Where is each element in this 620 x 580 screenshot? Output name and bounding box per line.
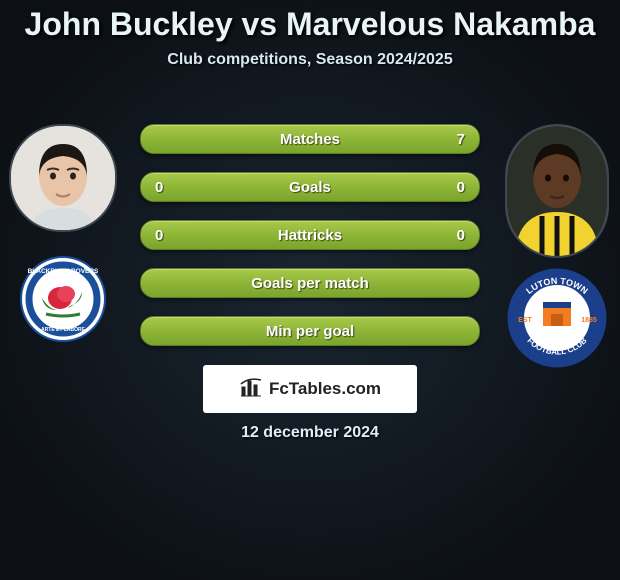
stat-row: Matches 7: [140, 124, 480, 154]
page-title: John Buckley vs Marvelous Nakamba: [0, 0, 620, 43]
stat-right-value: 0: [457, 179, 465, 196]
brand-text: FcTables.com: [269, 379, 381, 399]
svg-text:ARTE ET LABORE: ARTE ET LABORE: [41, 327, 86, 333]
stats-column: Matches 7 0 Goals 0 0 Hattricks 0 Goals …: [140, 124, 480, 364]
stat-row: Min per goal: [140, 316, 480, 346]
date-text: 12 december 2024: [0, 424, 620, 442]
stat-row: 0 Goals 0: [140, 172, 480, 202]
player-right-avatar: [505, 124, 609, 258]
player-left-avatar: [9, 124, 117, 232]
stat-right-value: 0: [457, 227, 465, 244]
stat-label: Goals per match: [141, 275, 479, 292]
stat-label: Matches: [141, 131, 479, 148]
stat-left-value: 0: [155, 227, 163, 244]
stat-row: 0 Hattricks 0: [140, 220, 480, 250]
comparison-card: John Buckley vs Marvelous Nakamba Club c…: [0, 0, 620, 580]
stat-label: Min per goal: [141, 323, 479, 340]
stat-right-value: 7: [457, 131, 465, 148]
svg-text:1885: 1885: [581, 317, 597, 324]
player-right-column: LUTON TOWN FOOTBALL CLUB EST 1885: [502, 124, 612, 368]
stat-row: Goals per match: [140, 268, 480, 298]
club-right-badge: LUTON TOWN FOOTBALL CLUB EST 1885: [507, 268, 607, 368]
stat-label: Hattricks: [141, 227, 479, 244]
stat-label: Goals: [141, 179, 479, 196]
svg-text:EST: EST: [518, 317, 532, 324]
chart-icon: [239, 375, 263, 404]
brand-logo: FcTables.com: [203, 365, 417, 413]
svg-text:BLACKBURN ROVERS: BLACKBURN ROVERS: [28, 268, 99, 275]
club-left-badge: BLACKBURN ROVERS ARTE ET LABORE: [20, 256, 106, 342]
page-subtitle: Club competitions, Season 2024/2025: [0, 51, 620, 69]
player-left-column: BLACKBURN ROVERS ARTE ET LABORE: [8, 124, 118, 342]
stat-left-value: 0: [155, 179, 163, 196]
